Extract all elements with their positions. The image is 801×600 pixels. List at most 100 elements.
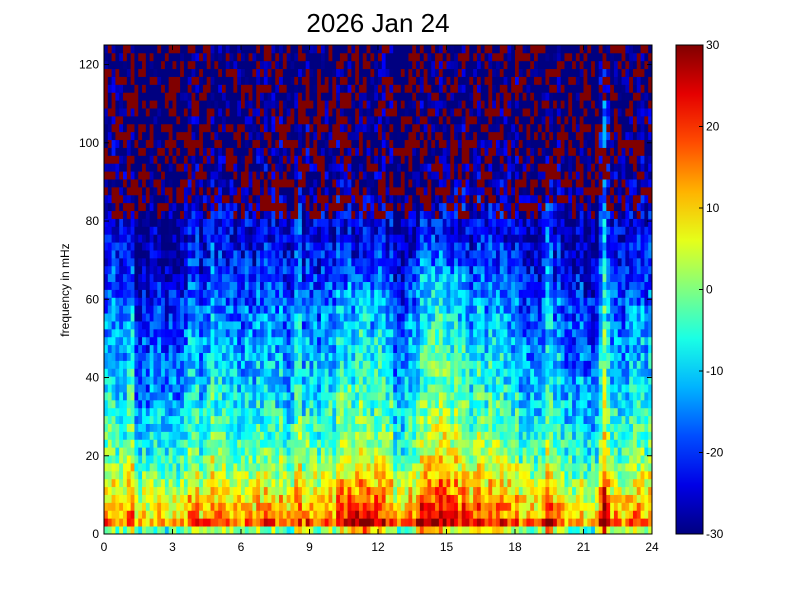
- spectrogram-cell: [301, 179, 307, 188]
- spectrogram-cell: [221, 447, 227, 456]
- spectrogram-cell: [252, 336, 257, 346]
- spectrogram-cell: [218, 518, 223, 527]
- spectrogram-cell: [290, 486, 295, 495]
- spectrogram-cell: [183, 257, 189, 267]
- spectrogram-cell: [286, 478, 291, 488]
- spectrogram-cell: [134, 423, 139, 432]
- spectrogram-cell: [343, 376, 348, 385]
- spectrogram-cell: [301, 289, 307, 298]
- spectrogram-cell: [126, 289, 132, 298]
- spectrogram-cell: [317, 399, 322, 409]
- spectrogram-cell: [202, 423, 208, 432]
- spectrogram-cell: [362, 52, 367, 62]
- spectrogram-cell: [400, 257, 406, 267]
- spectrogram-cell: [298, 297, 303, 306]
- spectrogram-cell: [271, 439, 276, 448]
- spectrogram-cell: [252, 108, 257, 117]
- spectrogram-cell: [115, 281, 120, 290]
- spectrogram-cell: [275, 139, 280, 148]
- spectrogram-cell: [343, 186, 348, 196]
- spectrogram-cell: [134, 360, 139, 369]
- spectrogram-cell: [256, 407, 261, 417]
- spectrogram-cell: [279, 486, 284, 495]
- spectrogram-cell: [397, 179, 402, 188]
- spectrogram-cell: [115, 384, 120, 393]
- spectrogram-cell: [252, 407, 257, 417]
- spectrogram-cell: [104, 131, 109, 141]
- spectrogram-cell: [104, 447, 109, 456]
- spectrogram-cell: [366, 431, 371, 440]
- spectrogram-cell: [400, 289, 406, 298]
- spectrogram-cell: [115, 218, 120, 227]
- spectrogram-cell: [404, 210, 409, 219]
- spectrogram-cell: [362, 92, 367, 101]
- spectrogram-cell: [389, 250, 394, 259]
- spectrogram-cell: [282, 84, 288, 93]
- spectrogram-cell: [199, 486, 204, 495]
- spectrogram-cell: [275, 360, 280, 369]
- spectrogram-cell: [107, 447, 113, 456]
- spectrogram-cell: [370, 218, 375, 227]
- spectrogram-cell: [366, 171, 371, 180]
- spectrogram-cell: [286, 210, 291, 219]
- spectrogram-cell: [225, 360, 230, 369]
- spectrogram-cell: [389, 265, 394, 275]
- spectrogram-cell: [298, 415, 303, 424]
- spectrogram-cell: [157, 234, 162, 243]
- spectrogram-cell: [161, 186, 166, 196]
- spectrogram-cell: [195, 210, 200, 219]
- spectrogram-cell: [244, 52, 250, 62]
- spectrogram-cell: [233, 360, 238, 369]
- spectrogram-cell: [366, 242, 371, 251]
- spectrogram-cell: [229, 45, 234, 54]
- spectrogram-cell: [237, 470, 242, 480]
- spectrogram-cell: [260, 202, 265, 212]
- spectrogram-cell: [305, 226, 310, 235]
- spectrogram-cell: [199, 463, 204, 472]
- spectrogram-cell: [290, 68, 295, 77]
- spectrogram-cell: [381, 415, 387, 424]
- spectrogram-cell: [206, 108, 211, 117]
- spectrogram-cell: [202, 68, 208, 77]
- spectrogram-cell: [309, 344, 314, 353]
- spectrogram-cell: [351, 407, 356, 417]
- spectrogram-cell: [275, 76, 280, 85]
- spectrogram-cell: [339, 423, 345, 432]
- spectrogram-cell: [313, 423, 318, 432]
- spectrogram-cell: [286, 392, 291, 401]
- spectrogram-cell: [229, 250, 234, 259]
- spectrogram-cell: [313, 368, 318, 377]
- spectrogram-cell: [176, 478, 181, 488]
- spectrogram-cell: [397, 273, 402, 283]
- spectrogram-cell: [161, 328, 166, 338]
- spectrogram-cell: [145, 399, 151, 409]
- spectrogram-cell: [233, 171, 238, 180]
- spectrogram-cell: [157, 257, 162, 267]
- spectrogram-cell: [385, 257, 390, 267]
- spectrogram-cell: [149, 60, 154, 70]
- spectrogram-cell: [214, 202, 219, 212]
- spectrogram-cell: [123, 328, 128, 338]
- spectrogram-cell: [107, 321, 113, 330]
- spectrogram-cell: [252, 123, 257, 133]
- spectrogram-cell: [381, 76, 387, 85]
- spectrogram-cell: [206, 305, 211, 314]
- spectrogram-cell: [374, 179, 379, 188]
- spectrogram-cell: [145, 328, 151, 338]
- spectrogram-cell: [187, 510, 192, 519]
- spectrogram-cell: [153, 250, 158, 259]
- spectrogram-cell: [347, 115, 352, 125]
- spectrogram-cell: [130, 139, 135, 148]
- spectrogram-cell: [107, 360, 113, 369]
- spectrogram-cell: [115, 202, 120, 212]
- spectrogram-cell: [130, 526, 135, 535]
- spectrogram-cell: [339, 242, 345, 251]
- spectrogram-cell: [210, 344, 215, 353]
- spectrogram-cell: [275, 510, 280, 519]
- spectrogram-cell: [275, 218, 280, 227]
- spectrogram-cell: [343, 510, 348, 519]
- spectrogram-cell: [233, 131, 238, 141]
- spectrogram-cell: [324, 486, 329, 495]
- spectrogram-cell: [339, 202, 345, 212]
- spectrogram-cell: [244, 60, 250, 70]
